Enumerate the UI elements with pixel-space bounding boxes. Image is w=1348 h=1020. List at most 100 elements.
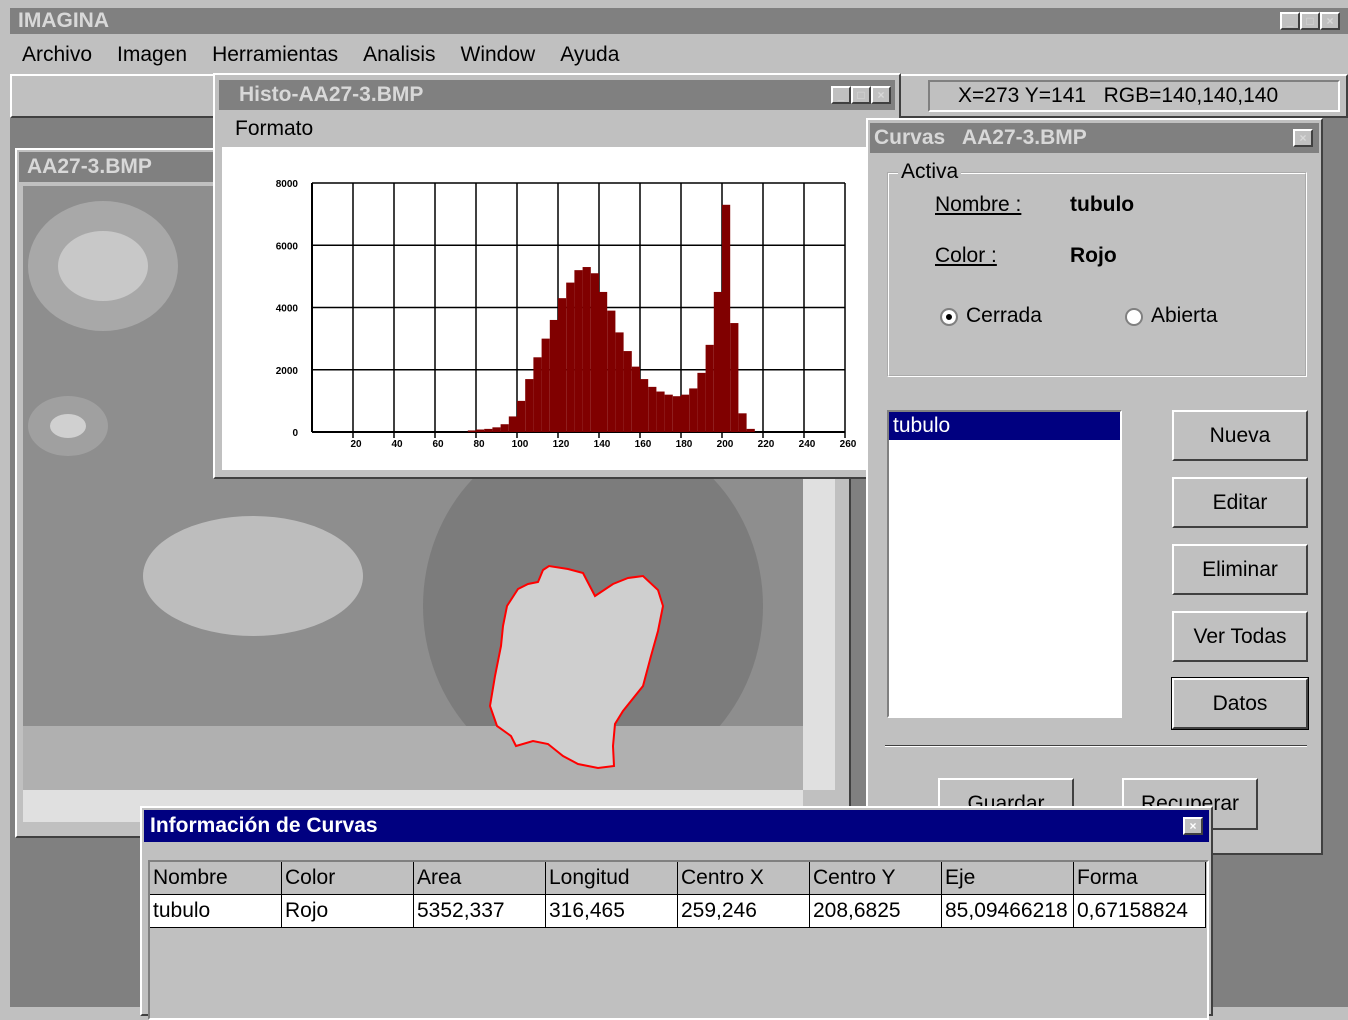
radio-button[interactable] xyxy=(940,308,958,326)
bar xyxy=(517,401,525,432)
desktop: IMAGINA _ □ × ArchivoImagenHerramientasA… xyxy=(0,0,1348,1007)
bar xyxy=(542,339,550,432)
image-window-title: AA27-3.BMP xyxy=(27,155,152,178)
bar xyxy=(706,345,714,432)
table-cell: tubulo xyxy=(150,895,282,928)
table-cell: 0,67158824 xyxy=(1074,895,1206,928)
bar xyxy=(574,270,582,432)
bar xyxy=(697,373,705,432)
bar xyxy=(607,311,615,432)
bar xyxy=(681,395,689,432)
bar xyxy=(714,292,722,432)
menu-item[interactable]: Herramientas xyxy=(212,40,338,70)
bar xyxy=(722,205,730,432)
info-title: Información de Curvas xyxy=(150,814,378,837)
menu-item[interactable]: Analisis xyxy=(363,40,435,70)
bar xyxy=(673,396,681,432)
bar xyxy=(599,292,607,432)
bar xyxy=(738,413,746,432)
bar xyxy=(624,351,632,432)
info-title-bar: Información de Curvas × xyxy=(144,810,1209,842)
column-header: Color xyxy=(282,862,414,895)
close[interactable]: × xyxy=(1320,12,1340,30)
table-cell: 259,246 xyxy=(678,895,810,928)
column-header: Longitud xyxy=(546,862,678,895)
x-tick-label: 180 xyxy=(676,439,693,450)
button[interactable]: Nueva xyxy=(1172,410,1308,461)
color-value: Rojo xyxy=(1070,244,1117,268)
menu-bar: Archivo Imagen Herramientas Analisis Window A… xyxy=(22,40,619,70)
column-header: Eje xyxy=(942,862,1074,895)
color-label: Color : xyxy=(935,244,997,268)
bar xyxy=(665,395,673,432)
x-tick-label: 160 xyxy=(635,439,652,450)
curves-title-bar: Curvas AA27-3.BMP × xyxy=(870,123,1319,153)
x-tick-label: 140 xyxy=(594,439,611,450)
minimize[interactable]: _ xyxy=(831,86,851,104)
curves-title: Curvas AA27-3.BMP xyxy=(874,126,1087,149)
column-header: Area xyxy=(414,862,546,895)
table-cell: Rojo xyxy=(282,895,414,928)
menu-item[interactable]: Window xyxy=(461,40,536,70)
bar xyxy=(648,387,656,432)
bar xyxy=(632,367,640,432)
y-tick-label: 8000 xyxy=(276,179,299,190)
bar xyxy=(689,388,697,432)
bar xyxy=(476,430,484,432)
y-tick-label: 2000 xyxy=(276,366,299,377)
bar xyxy=(509,416,517,432)
bar xyxy=(747,429,755,432)
bar xyxy=(615,332,623,432)
radio-label: Abierta xyxy=(1151,304,1218,328)
group-label: Activa xyxy=(898,160,961,184)
close[interactable]: × xyxy=(871,86,891,104)
column-header: Forma xyxy=(1074,862,1206,895)
maximize[interactable]: □ xyxy=(851,86,871,104)
button[interactable]: Editar xyxy=(1172,477,1308,528)
close[interactable]: × xyxy=(1183,817,1203,835)
button[interactable]: Datos xyxy=(1172,678,1308,729)
separator xyxy=(885,745,1307,747)
bar xyxy=(525,379,533,432)
table-cell: 85,09466218 xyxy=(942,895,1074,928)
radio-button[interactable] xyxy=(1125,308,1143,326)
radio-label: Cerrada xyxy=(966,304,1042,328)
curves-window: Curvas AA27-3.BMP × Activa Nombre : tubu… xyxy=(866,118,1323,855)
bar xyxy=(591,273,599,432)
menu-item[interactable]: Archivo xyxy=(22,40,92,70)
maximize[interactable]: □ xyxy=(1300,12,1320,30)
list-item[interactable]: tubulo xyxy=(889,412,1120,440)
status-box: X=273 Y=141 RGB=140,140,140 xyxy=(928,80,1340,112)
menu-item[interactable]: Imagen xyxy=(117,40,187,70)
x-tick-label: 20 xyxy=(350,439,362,450)
table-cell: 5352,337 xyxy=(414,895,546,928)
curve-list[interactable]: tubulo xyxy=(887,410,1122,718)
x-tick-label: 100 xyxy=(512,439,529,450)
bar xyxy=(656,392,664,432)
histogram-menu[interactable]: Formato xyxy=(235,117,313,141)
x-tick-label: 80 xyxy=(473,439,485,450)
x-tick-label: 220 xyxy=(758,439,775,450)
x-tick-label: 260 xyxy=(840,439,857,450)
column-header: Centro X xyxy=(678,862,810,895)
bar xyxy=(484,429,492,432)
x-tick-label: 40 xyxy=(391,439,403,450)
bar xyxy=(550,320,558,432)
bar xyxy=(501,424,509,432)
table-cell: 208,6825 xyxy=(810,895,942,928)
menu-item[interactable]: Ayuda xyxy=(560,40,619,70)
button[interactable]: Ver Todas xyxy=(1172,611,1308,662)
histogram-title: Histo-AA27-3.BMP xyxy=(239,83,423,106)
column-header: Nombre xyxy=(150,862,282,895)
button[interactable]: Eliminar xyxy=(1172,544,1308,595)
bar xyxy=(566,283,574,432)
close[interactable]: × xyxy=(1293,129,1313,147)
name-label: Nombre : xyxy=(935,193,1021,217)
minimize[interactable]: _ xyxy=(1280,12,1300,30)
column-header: Centro Y xyxy=(810,862,942,895)
app-title-bar: IMAGINA _ □ × xyxy=(10,8,1348,34)
